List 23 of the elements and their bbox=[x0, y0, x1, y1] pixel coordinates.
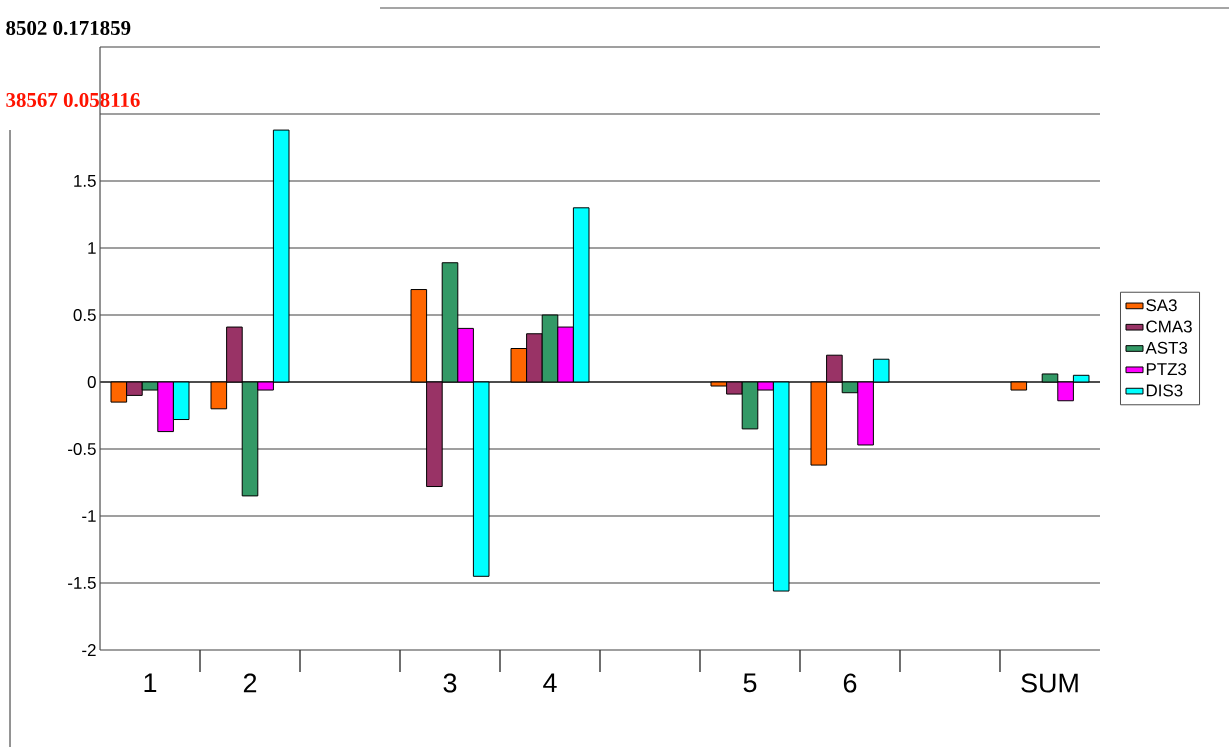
legend-label: CMA3 bbox=[1146, 320, 1192, 333]
y-tick-label: 1.5 bbox=[74, 175, 96, 187]
y-tick-label: -1 bbox=[82, 510, 96, 522]
legend-label: AST3 bbox=[1145, 341, 1188, 354]
legend-label: DIS3 bbox=[1146, 384, 1183, 397]
y-tick-label: -2 bbox=[82, 644, 96, 656]
y-tick-label: -1.5 bbox=[68, 577, 96, 589]
legend-label: PTZ3 bbox=[1146, 363, 1187, 376]
text: 8502 0.171859 bbox=[6, 20, 131, 36]
y-tick-label: 0.5 bbox=[73, 309, 96, 321]
y-tick-label: 0 bbox=[87, 376, 96, 388]
x-tick-label: 2 bbox=[243, 673, 257, 693]
x-tick-label: 6 bbox=[843, 673, 857, 693]
x-tick-label: 1 bbox=[144, 673, 157, 693]
y-tick-label: -0.5 bbox=[68, 443, 96, 455]
x-tick-label: 3 bbox=[443, 673, 457, 693]
legend-label: SA3 bbox=[1146, 299, 1177, 312]
annotation: 38567 0.058116 bbox=[6, 92, 140, 108]
y-tick-label: 1 bbox=[88, 242, 96, 254]
x-tick-label: 5 bbox=[743, 673, 757, 693]
bar bbox=[1010, 381, 1028, 391]
x-tick-label: SUM bbox=[1021, 673, 1078, 693]
x-tick-label: 4 bbox=[543, 673, 557, 693]
